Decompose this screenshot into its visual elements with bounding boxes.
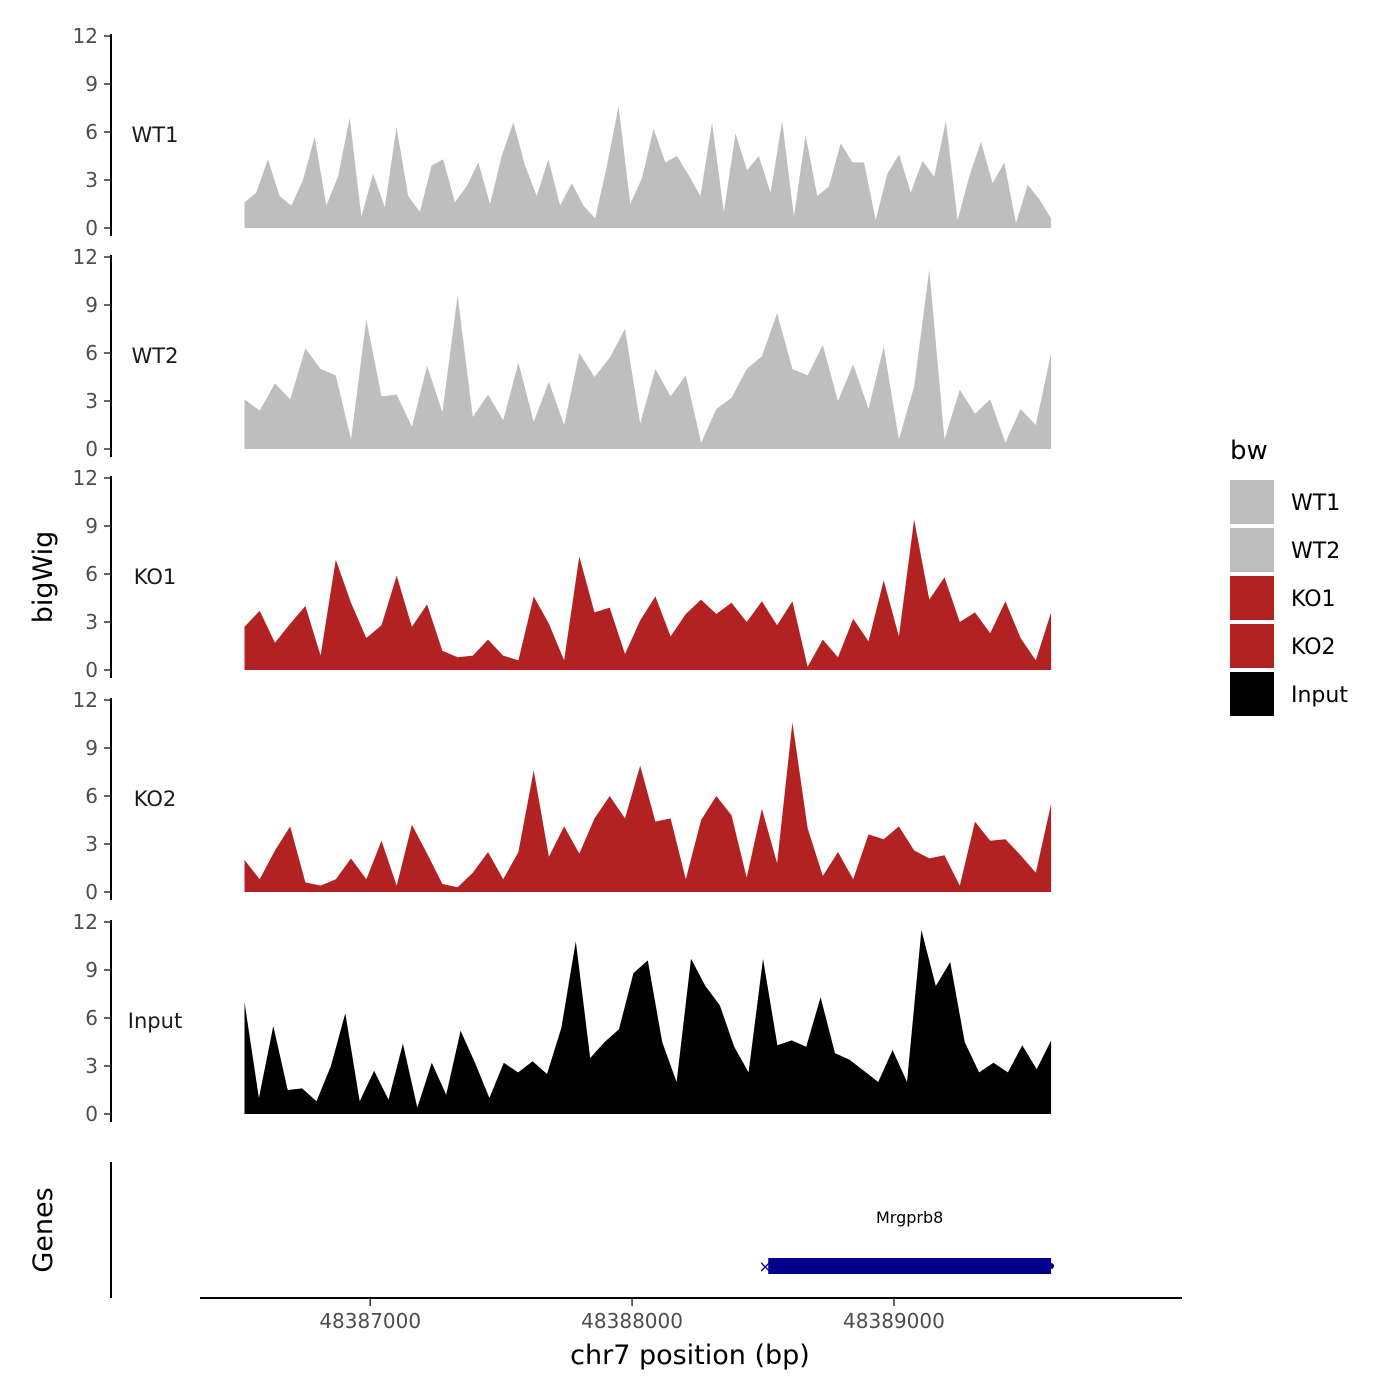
- coverage-area-wt1: [244, 106, 1052, 228]
- track-input: 0 3 6 9 12 Input: [73, 910, 1052, 1126]
- x-axis-title: chr7 position (bp): [570, 1340, 810, 1371]
- legend-item-input: Input: [1230, 672, 1348, 716]
- legend-label: KO2: [1291, 635, 1336, 660]
- legend-swatch: [1230, 480, 1274, 524]
- y-tick-label: 12: [73, 24, 98, 48]
- track-label-wt1: WT1: [132, 123, 179, 147]
- y-tick-label: 12: [73, 245, 98, 269]
- tracks-layer: 0 3 6 9 12 WT1 0 3 6 9 12 WT2 0 3 6 9 12 KO1 0 3 6 9 12 KO2 0 3 6 9…: [73, 24, 1052, 1126]
- y-tick-label: 3: [85, 389, 98, 413]
- track-ko2: 0 3 6 9 12 KO2: [73, 688, 1052, 904]
- y-axis-title: bigWig: [28, 531, 59, 624]
- coverage-area-wt2: [244, 269, 1052, 449]
- coverage-area-ko1: [244, 519, 1052, 670]
- y-tick-label: 12: [73, 910, 98, 934]
- legend-item-wt1: WT1: [1230, 480, 1340, 524]
- legend-item-wt2: WT2: [1230, 528, 1340, 572]
- track-label-input: Input: [128, 1009, 182, 1033]
- y-tick-label: 3: [85, 610, 98, 634]
- y-tick-label: 6: [85, 1006, 98, 1030]
- y-tick-label: 6: [85, 341, 98, 365]
- legend-swatch: [1230, 528, 1274, 572]
- y-tick-label: 9: [85, 514, 98, 538]
- track-ko1: 0 3 6 9 12 KO1: [73, 466, 1052, 682]
- y-tick-label: 9: [85, 958, 98, 982]
- y-tick-label: 0: [85, 1102, 98, 1126]
- coverage-area-input: [244, 930, 1052, 1114]
- track-label-wt2: WT2: [132, 344, 179, 368]
- y-tick-label: 9: [85, 736, 98, 760]
- x-tick-label: 48389000: [843, 1309, 945, 1333]
- track-wt2: 0 3 6 9 12 WT2: [73, 245, 1052, 461]
- track-wt1: 0 3 6 9 12 WT1: [73, 24, 1052, 240]
- y-tick-label: 3: [85, 832, 98, 856]
- legend-label: WT1: [1291, 491, 1340, 516]
- y-tick-label: 3: [85, 168, 98, 192]
- gene-label: Mrgprb8: [876, 1208, 943, 1227]
- y-tick-label: 0: [85, 658, 98, 682]
- genes-panel: Genes Mrgprb8 ×: [28, 1162, 1055, 1298]
- legend-item-ko2: KO2: [1230, 624, 1336, 668]
- legend-item-ko1: KO1: [1230, 576, 1336, 620]
- y-tick-label: 0: [85, 216, 98, 240]
- y-tick-label: 6: [85, 784, 98, 808]
- y-tick-label: 0: [85, 880, 98, 904]
- legend-label: Input: [1291, 683, 1348, 708]
- y-tick-label: 9: [85, 293, 98, 317]
- legend-swatch: [1230, 672, 1274, 716]
- y-tick-label: 6: [85, 120, 98, 144]
- y-tick-label: 6: [85, 562, 98, 586]
- y-tick-label: 9: [85, 72, 98, 96]
- gene-body: [768, 1258, 1052, 1274]
- track-label-ko1: KO1: [134, 565, 177, 589]
- legend-swatch: [1230, 576, 1274, 620]
- x-axis: chr7 position (bp) 48387000 48388000 48389…: [200, 1297, 1182, 1371]
- legend: bw WT1 WT2 KO1 KO2 Input: [1230, 436, 1348, 716]
- x-tick-label: 48387000: [319, 1309, 421, 1333]
- legend-swatch: [1230, 624, 1274, 668]
- y-tick-label: 12: [73, 466, 98, 490]
- gene-end-marker: [1048, 1263, 1055, 1269]
- track-label-ko2: KO2: [134, 787, 177, 811]
- coverage-area-ko2: [244, 722, 1052, 892]
- legend-title: bw: [1230, 436, 1268, 466]
- x-tick-label: 48388000: [581, 1309, 683, 1333]
- legend-label: KO1: [1291, 587, 1336, 612]
- y-tick-label: 3: [85, 1054, 98, 1078]
- gene-start-marker: ×: [759, 1257, 772, 1276]
- y-tick-label: 12: [73, 688, 98, 712]
- y-tick-label: 0: [85, 437, 98, 461]
- genes-panel-label: Genes: [28, 1187, 59, 1272]
- legend-label: WT2: [1291, 539, 1340, 564]
